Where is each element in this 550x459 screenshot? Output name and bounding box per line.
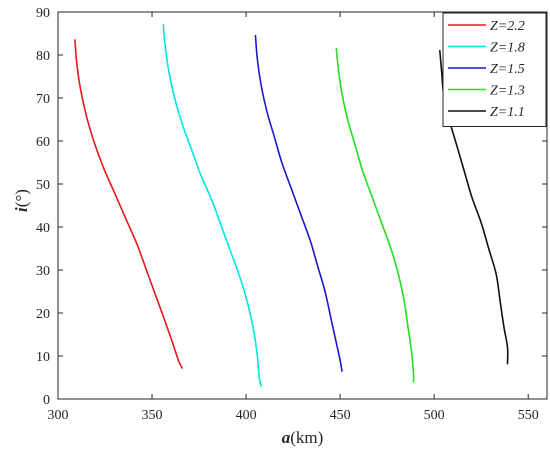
x-tick-label: 400: [236, 408, 257, 423]
y-axis-title: i(°): [12, 189, 31, 212]
y-tick-label: 30: [36, 264, 50, 279]
y-tick-label: 70: [36, 92, 50, 107]
x-tick-label: 300: [48, 408, 69, 423]
x-tick-label: 550: [518, 408, 539, 423]
y-tick-label: 10: [36, 350, 50, 365]
series-line-2: [162, 24, 262, 387]
legend-box: [442, 12, 547, 127]
y-tick-label: 90: [36, 6, 50, 21]
y-tick-label: 80: [36, 49, 50, 64]
series-line-3: [254, 34, 343, 372]
x-axis-title: a(km): [282, 428, 324, 447]
legend-label-2: Z=1.8: [490, 41, 525, 56]
series-line-4: [335, 47, 415, 383]
legend-label-1: Z=2.2: [490, 19, 525, 34]
x-axis-title-unit: (km): [290, 428, 323, 447]
x-tick-label: 450: [330, 408, 351, 423]
x-tick-label: 350: [142, 408, 163, 423]
legend-label-5: Z=1.1: [490, 105, 525, 120]
y-tick-label: 20: [36, 307, 50, 322]
legend-label-3: Z=1.5: [490, 62, 525, 77]
x-axis-title-main: a: [282, 428, 291, 447]
series-line-1: [74, 39, 183, 369]
legend-label-4: Z=1.3: [490, 84, 525, 99]
x-tick-label: 500: [424, 408, 445, 423]
y-axis-title-main: i: [12, 207, 31, 212]
plot-frame: [57, 11, 548, 400]
y-tick-label: 60: [36, 135, 50, 150]
y-tick-label: 40: [36, 221, 50, 236]
y-tick-label: 0: [43, 393, 50, 408]
legend: Z=2.2 Z=1.8 Z=1.5 Z=1.3 Z=1.1: [442, 12, 547, 127]
y-axis-title-unit: (°): [12, 189, 31, 207]
ticks: 300 350 400 450 500 550 0 10 20 30 40 50 60 70 80 90: [36, 6, 547, 423]
y-tick-label: 50: [36, 178, 50, 193]
